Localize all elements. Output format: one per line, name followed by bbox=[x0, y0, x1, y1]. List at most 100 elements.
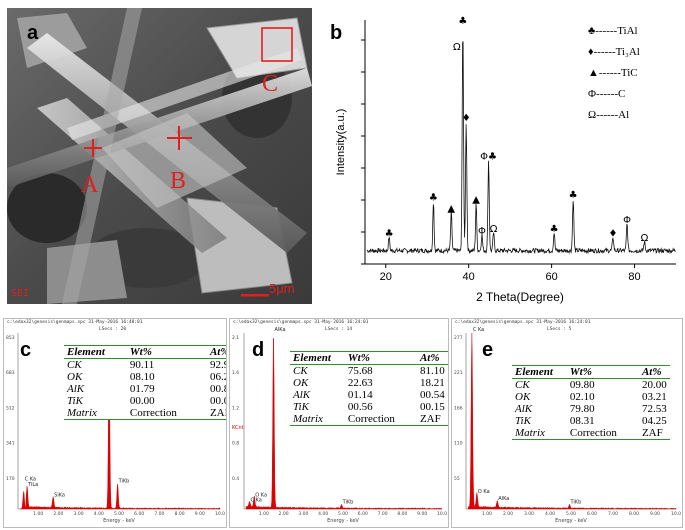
eds-y-tick: 0.4 bbox=[232, 476, 239, 482]
peak-label: ♦ bbox=[462, 113, 471, 124]
table-cell: CK bbox=[515, 379, 530, 391]
table-row: CK 90.11 92.91 bbox=[64, 359, 226, 372]
table-cell: TiK bbox=[67, 395, 83, 407]
eds-x-tick: 10.0 bbox=[215, 511, 225, 517]
table-header: Wt% bbox=[347, 352, 370, 364]
eds-x-tick: 4.00 bbox=[94, 511, 104, 517]
eds-y-tick: 1.2 bbox=[232, 405, 239, 411]
table-cell: 00.82 bbox=[209, 383, 226, 395]
table-cell: 79.80 bbox=[569, 403, 595, 415]
table-cell: ZAF bbox=[419, 413, 441, 425]
peak-label: ♣ bbox=[550, 224, 559, 235]
table-row: TiK 08.31 04.25 bbox=[512, 415, 670, 427]
eds-x-tick: 3.00 bbox=[298, 511, 308, 517]
peak-label: ♣ bbox=[385, 228, 394, 239]
table-cell: 92.91 bbox=[209, 359, 226, 371]
table-cell: 06.27 bbox=[209, 371, 226, 383]
y-axis-label: Intensity(a.u.) bbox=[335, 109, 347, 176]
eds-x-tick: 7.00 bbox=[154, 511, 164, 517]
panel-d-letter: d bbox=[252, 339, 265, 361]
eds-x-tick: 1.00 bbox=[33, 511, 43, 517]
table-cell: 22.63 bbox=[347, 377, 373, 389]
eds-y-tick: 55 bbox=[454, 476, 460, 482]
table-row: Matrix Correction ZAF bbox=[512, 427, 670, 440]
eds-x-tick: 5.00 bbox=[566, 511, 576, 517]
eds-x-tick: 6.00 bbox=[358, 511, 368, 517]
eds-x-tick: 8.00 bbox=[629, 511, 639, 517]
eds-x-tick: 6.00 bbox=[587, 511, 597, 517]
table-cell: Correction bbox=[347, 413, 395, 425]
legend-text: ------Ti₃Al bbox=[593, 46, 640, 58]
eds-peak-label: SiKa bbox=[54, 492, 65, 498]
eds-x-tick: 7.00 bbox=[378, 511, 388, 517]
kcnt-label: KCnt bbox=[232, 425, 244, 431]
x-axis-label: 2 Theta(Degree) bbox=[476, 290, 564, 304]
table-header-row: Element Wt% At% bbox=[64, 345, 226, 359]
table-row: AlK 01.14 00.54 bbox=[290, 389, 448, 401]
eds-x-label: Energy - keV bbox=[555, 518, 587, 524]
marker-b-label: B bbox=[170, 168, 187, 194]
eds-x-tick: 2.00 bbox=[503, 511, 513, 517]
x-tick-label: 20 bbox=[380, 271, 392, 283]
peak-label: ♦ bbox=[608, 228, 617, 239]
eds-y-tick: 2.1 bbox=[232, 335, 239, 341]
legend-symbol: Φ bbox=[588, 88, 597, 100]
eds-y-tick: 0.8 bbox=[232, 441, 239, 447]
eds-lsecs: LSecs : 14 bbox=[325, 327, 353, 332]
table-row: AlK 01.79 00.82 bbox=[64, 383, 226, 395]
eds-x-tick: 8.00 bbox=[397, 511, 407, 517]
legend-symbol: Ω bbox=[588, 109, 597, 121]
eds-peak-label: O Ka bbox=[478, 489, 490, 495]
peak-label: Ω bbox=[490, 224, 498, 235]
eds-peak-label: TiKb bbox=[570, 499, 582, 505]
table-cell: 00.00 bbox=[209, 395, 226, 407]
eds-x-tick: 3.00 bbox=[74, 511, 84, 517]
eds-spectrum-fill bbox=[467, 332, 677, 510]
peak-label: Φ bbox=[623, 215, 631, 226]
eds-peak-label: TiKb bbox=[118, 478, 130, 484]
table-cell: TiK bbox=[515, 415, 531, 427]
table-row: Matrix Correction ZAF bbox=[64, 407, 226, 420]
panel-c-letter: c bbox=[20, 339, 32, 361]
table-row: AlK 79.80 72.53 bbox=[512, 403, 670, 415]
eds-x-tick: 10.0 bbox=[671, 511, 681, 517]
eds-x-tick: 5.00 bbox=[114, 511, 124, 517]
eds-x-tick: 1.00 bbox=[482, 511, 492, 517]
table-cell: 04.25 bbox=[641, 415, 667, 427]
legend-item-al: Ω------Al bbox=[588, 104, 640, 125]
table-row: OK 22.63 18.21 bbox=[290, 377, 448, 389]
element-table: Element Wt% At% CK 90.11 92.91 OK 08.10 06.2… bbox=[64, 345, 226, 420]
table-cell: 01.14 bbox=[347, 389, 373, 401]
panel-e-letter: e bbox=[482, 339, 494, 361]
legend-text: ------Al bbox=[596, 109, 630, 121]
table-cell: Matrix bbox=[515, 427, 545, 439]
table-row: Matrix Correction ZAF bbox=[290, 413, 448, 426]
table-row: OK 02.10 03.21 bbox=[512, 391, 670, 403]
eds-lsecs: LSecs : 20 bbox=[99, 327, 127, 332]
eds-peak-label: AlKa bbox=[275, 327, 286, 333]
eds-spectrum-e: c:\edax32\genesis\genmaps.spc 31-May-201… bbox=[451, 318, 683, 528]
eds-y-tick: 110 bbox=[454, 441, 463, 447]
eds-x-tick: 9.00 bbox=[650, 511, 660, 517]
eds-y-tick: 853 bbox=[6, 335, 15, 341]
peak-label: Φ♣ bbox=[480, 152, 497, 163]
eds-plot: 277 221 166 110 55 1.00 2.00 3.00 4.00 5.00 6.00 7.… bbox=[454, 327, 681, 524]
table-cell: 20.00 bbox=[641, 379, 667, 391]
table-header-row: Element Wt% At% bbox=[512, 365, 670, 379]
eds-peak-label: C Ka bbox=[25, 477, 36, 483]
eds-plot: 853 683 512 341 170 1.00 2.00 3.00 4.00 5.00 6.00 7… bbox=[6, 333, 225, 524]
table-cell: CK bbox=[67, 359, 82, 371]
sem-image-panel: a A B C SEI 5μm bbox=[7, 8, 312, 304]
eds-x-tick: 8.00 bbox=[175, 511, 185, 517]
eds-lsecs: LSecs : 5 bbox=[547, 327, 572, 332]
eds-plot: 2.1 1.6 1.2 0.8 0.4 1.00 2.00 3.00 4.00 5.00 6.00 7… bbox=[232, 327, 447, 524]
eds-y-tick: 221 bbox=[454, 370, 463, 376]
legend-text: ------TiAl bbox=[595, 25, 638, 37]
table-cell: ZAF bbox=[641, 427, 663, 439]
table-cell: 08.31 bbox=[569, 415, 595, 427]
eds-y-tick: 512 bbox=[6, 405, 15, 411]
eds-x-label: Energy - keV bbox=[103, 518, 135, 524]
table-header: At% bbox=[641, 366, 662, 378]
legend-symbol: ♦ bbox=[588, 46, 594, 58]
table-cell: Correction bbox=[569, 427, 617, 439]
